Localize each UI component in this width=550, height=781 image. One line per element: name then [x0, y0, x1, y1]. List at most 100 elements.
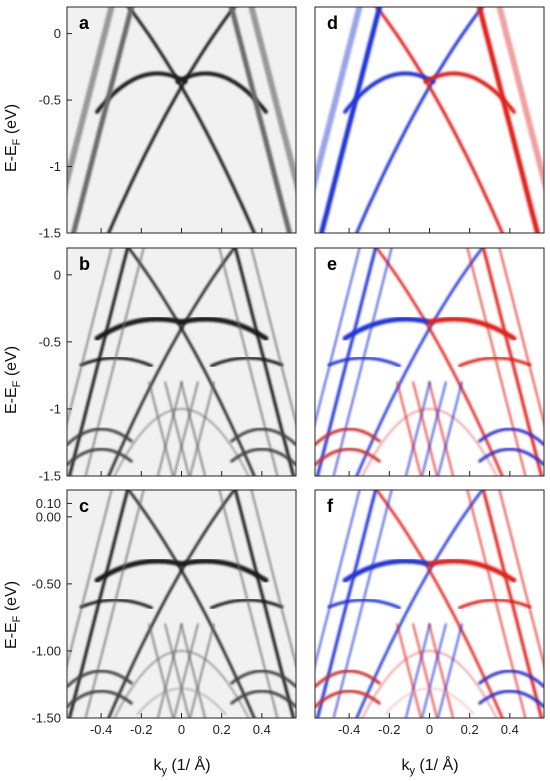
panel-a: a 0 -0.5 -1 -1.5 [39, 6, 297, 241]
x-tick-label: -0.2 [130, 722, 152, 737]
steep-band-right [466, 248, 527, 476]
inner-parabola [361, 408, 498, 476]
outer-band-left [319, 7, 383, 233]
upper-band-left [342, 558, 432, 583]
y-axis-title-c: E-EF (eV) [3, 581, 23, 649]
y-axis-title-b: E-EF (eV) [3, 346, 23, 414]
lower-band-left [67, 427, 133, 447]
inner-parabola-2 [384, 687, 475, 716]
dirac-band-right [107, 7, 237, 233]
x-tick-label: 0 [426, 722, 433, 737]
cross-band-right [157, 381, 183, 476]
steep-band-right [250, 490, 296, 668]
inner-parabola-2 [136, 687, 227, 716]
upper-band-left [343, 71, 436, 114]
cross-band-right [421, 623, 447, 718]
cross-band-left [180, 381, 206, 476]
steep-band-left [332, 490, 393, 718]
y-tick-label: -0.50 [31, 576, 61, 591]
outer-band-right-2 [496, 7, 544, 193]
cross-band-right [405, 381, 431, 476]
y-tick-label: 0 [54, 267, 61, 282]
x-tick-label: -0.4 [338, 722, 360, 737]
dirac-band-left [375, 248, 504, 476]
panel-letter: d [327, 13, 338, 33]
x-tick-label: 0.2 [213, 722, 231, 737]
y-tick-label: -1.00 [31, 643, 61, 658]
x-tick-label: 0.4 [501, 722, 519, 737]
cross-band-left [428, 381, 454, 476]
cross-band-right [189, 623, 215, 718]
steep-band-left [315, 490, 361, 668]
lower-band-right [478, 427, 544, 447]
cross-band-right [405, 623, 431, 718]
steep-band-left [84, 490, 145, 718]
steep-band-left [315, 248, 361, 426]
upper-band-right [179, 558, 269, 583]
panel-letter: b [79, 254, 90, 274]
panel-letter: c [79, 496, 89, 516]
cross-band-left [148, 623, 174, 718]
x-tick-label: -0.2 [378, 722, 400, 737]
panel-letter: a [79, 13, 90, 33]
cross-band-left [428, 623, 454, 718]
y-tick-label: 0.00 [36, 509, 61, 524]
panel-f: f -0.4 -0.2 0 0.2 0.4 [314, 489, 545, 737]
y-tick-label: -1 [49, 401, 61, 416]
x-tick-label: 0 [178, 722, 185, 737]
cross-band-left [164, 623, 190, 718]
heatmap-background [315, 248, 544, 476]
lower-band-left [67, 669, 133, 689]
panel-c: c 0.100.00 -0.50 -1.00 -1.50 -0.4 -0.2 0 0.2 0.4 [31, 489, 297, 737]
upper-band-left [342, 316, 432, 341]
cross-band-left [164, 381, 190, 476]
cross-band-left [412, 381, 438, 476]
dirac-band-right [355, 7, 485, 233]
steep-band-right [218, 248, 279, 476]
cross-band-left [412, 623, 438, 718]
steep-band-left [67, 248, 113, 426]
upper-band-left [94, 558, 184, 583]
steep-band-left [84, 248, 145, 476]
dirac-band-left [126, 7, 256, 233]
upper-band-right [179, 316, 269, 341]
heatmap-background [67, 490, 296, 718]
heatmap-background [315, 490, 544, 718]
lower-band-right [230, 427, 296, 447]
lower-band-left [67, 447, 133, 467]
panel-e: e [314, 247, 545, 477]
y-tick-label: -0.5 [39, 93, 61, 108]
dirac-band-left [375, 490, 504, 718]
cross-band-right [189, 381, 215, 476]
lower-band-left [315, 447, 381, 467]
lower-band-left [315, 427, 381, 447]
panel-letter: e [327, 254, 337, 274]
outer-band-right [476, 7, 540, 233]
outer-band-right [228, 7, 292, 233]
x-tick-label: -0.4 [90, 722, 112, 737]
dirac-band-left [127, 248, 256, 476]
lower-band-right [478, 447, 544, 467]
upper-band-right [423, 71, 516, 114]
cross-band-right [173, 623, 199, 718]
steep-band-right [498, 248, 544, 426]
steep-band-left [67, 490, 113, 668]
y-tick-label: 0.10 [36, 496, 61, 511]
upper-band-left [95, 71, 188, 114]
lower-band-right [230, 689, 296, 709]
upper-band-right [175, 71, 268, 114]
inner-parabola [113, 650, 250, 718]
outer-band-left-2 [67, 7, 115, 193]
x-axis-title-left: ky (1/ Å) [153, 755, 210, 777]
panel-d: d [314, 6, 545, 234]
panel-b: b 0 -0.5 -1 -1.5 [39, 247, 297, 484]
outer-band-right-2 [248, 7, 296, 193]
upper-band-right [427, 558, 517, 583]
steep-band-left [332, 248, 393, 476]
outer-band-left-2 [315, 7, 363, 193]
cross-band-right [421, 381, 447, 476]
steep-band-right [498, 490, 544, 668]
y-tick-label: -0.5 [39, 334, 61, 349]
lower-band-right [230, 447, 296, 467]
